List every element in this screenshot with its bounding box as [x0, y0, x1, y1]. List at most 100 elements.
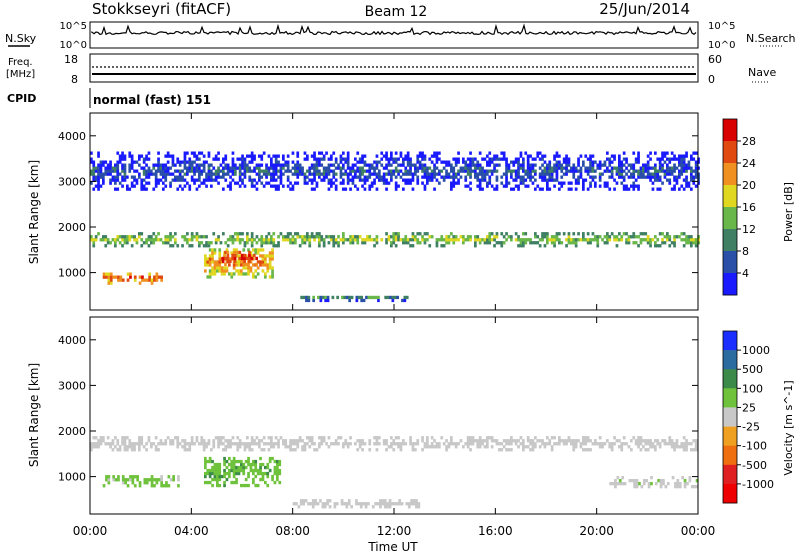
heatmap-cell — [104, 442, 108, 446]
heatmap-cell — [524, 238, 528, 242]
heatmap-cell — [226, 442, 230, 446]
heatmap-cell — [558, 187, 561, 191]
colorbar-tick-label: 1000 — [742, 344, 770, 357]
heatmap-cell — [558, 160, 561, 164]
heatmap-cell — [126, 445, 129, 449]
heatmap-cell — [404, 172, 408, 176]
heatmap-cell — [594, 184, 597, 188]
heatmap-cell — [267, 166, 271, 170]
heatmap-cell — [246, 238, 249, 242]
heatmap-cell — [476, 163, 480, 167]
heatmap-cell — [111, 178, 115, 182]
heatmap-cell — [594, 238, 597, 242]
heatmap-cell — [507, 448, 511, 452]
heatmap-cell — [433, 187, 436, 191]
heatmap-cell — [402, 157, 405, 161]
heatmap-cell — [193, 172, 196, 176]
heatmap-cell — [694, 163, 698, 167]
heatmap-cell — [259, 462, 262, 467]
heatmap-cell — [426, 439, 429, 443]
heatmap-cell — [685, 178, 688, 182]
heatmap-cell — [589, 169, 592, 173]
heatmap-cell — [147, 172, 151, 176]
heatmap-cell — [159, 178, 163, 182]
heatmap-cell — [138, 439, 141, 443]
velocity-ylabel: Slant Range [km] — [27, 363, 41, 467]
heatmap-cell — [307, 295, 311, 300]
heatmap-cell — [351, 163, 355, 167]
heatmap-cell — [248, 448, 252, 452]
heatmap-cell — [351, 181, 355, 185]
heatmap-cell — [218, 483, 222, 488]
heatmap-cell — [608, 235, 612, 239]
heatmap-cell — [320, 172, 324, 176]
heatmap-cell — [309, 502, 313, 506]
heatmap-cell — [346, 151, 350, 155]
heatmap-cell — [682, 436, 686, 440]
heatmap-cell — [250, 442, 254, 446]
heatmap-cell — [315, 160, 319, 164]
heatmap-cell — [495, 178, 499, 182]
heatmap-cell — [308, 169, 312, 173]
heatmap-cell — [649, 439, 652, 443]
heatmap-cell — [231, 235, 235, 239]
heatmap-cell — [418, 154, 422, 158]
heatmap-cell — [213, 465, 217, 470]
heatmap-cell — [658, 169, 662, 173]
heatmap-cell — [265, 442, 268, 446]
heatmap-cell — [178, 172, 182, 176]
heatmap-cell — [634, 235, 638, 239]
heatmap-cell — [262, 238, 266, 242]
heatmap-cell — [454, 235, 458, 239]
heatmap-cell — [208, 480, 212, 485]
colorbar-tick-label: 28 — [742, 135, 756, 148]
heatmap-cell — [205, 172, 208, 176]
heatmap-cell — [457, 151, 460, 155]
heatmap-cell — [267, 169, 271, 173]
heatmap-cell — [548, 175, 552, 179]
heatmap-cell — [668, 160, 672, 164]
heatmap-cell — [322, 178, 326, 182]
heatmap-cell — [226, 166, 230, 170]
heatmap-cell — [673, 238, 676, 242]
heatmap-cell — [244, 465, 248, 470]
heatmap-cell — [186, 241, 189, 245]
heatmap-cell — [131, 481, 135, 485]
heatmap-cell — [109, 160, 112, 164]
heatmap-cell — [140, 232, 144, 236]
heatmap-cell — [339, 160, 343, 164]
heatmap-cell — [210, 241, 213, 245]
heatmap-cell — [183, 151, 187, 155]
heatmap-cell — [255, 172, 259, 176]
heatmap-cell — [276, 462, 279, 467]
heatmap-cell — [618, 154, 621, 158]
heatmap-cell — [522, 169, 525, 173]
heatmap-cell — [216, 477, 219, 482]
heatmap-cell — [598, 235, 602, 239]
heatmap-cell — [356, 235, 360, 239]
heatmap-cell — [582, 181, 585, 185]
heatmap-cell — [421, 235, 424, 239]
heatmap-cell — [250, 244, 254, 248]
heatmap-cell — [574, 244, 578, 248]
heatmap-cell — [526, 436, 530, 440]
heatmap-cell — [320, 439, 324, 443]
heatmap-cell — [224, 157, 228, 161]
heatmap-cell — [298, 436, 302, 440]
heatmap-cell — [603, 163, 607, 167]
heatmap-cell — [469, 160, 472, 164]
heatmap-cell — [426, 232, 429, 236]
heatmap-cell — [615, 172, 619, 176]
heatmap-cell — [177, 478, 180, 482]
heatmap-cell — [637, 172, 640, 176]
heatmap-cell — [368, 175, 372, 179]
heatmap-cell — [128, 166, 132, 170]
heatmap-cell — [445, 445, 448, 449]
heatmap-cell — [231, 163, 235, 167]
heatmap-cell — [618, 160, 621, 164]
heatmap-cell — [303, 235, 307, 239]
heatmap-cell — [630, 175, 633, 179]
heatmap-cell — [423, 442, 427, 446]
heatmap-cell — [651, 172, 655, 176]
colorbar-tick-label: 25 — [742, 401, 756, 414]
